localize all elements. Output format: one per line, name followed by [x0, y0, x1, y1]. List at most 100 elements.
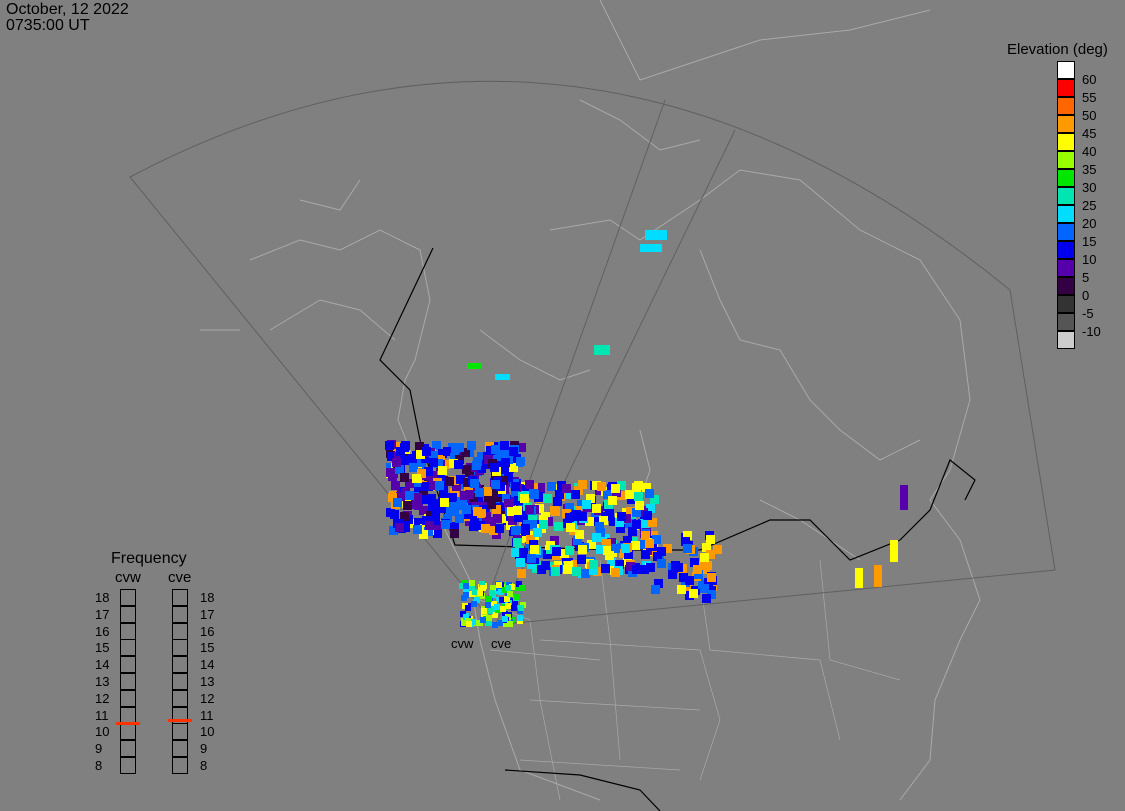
echo-cell [469, 580, 475, 586]
echo-cell [641, 531, 650, 540]
echo-cell [503, 621, 509, 627]
echo-cell [500, 606, 506, 612]
echo-cell [626, 507, 635, 516]
frequency-column-label-cvw: cvw [115, 569, 141, 586]
echo-cell [499, 503, 508, 512]
echo-cell [536, 483, 545, 492]
echo-cell [472, 502, 481, 511]
frequency-label: 12 [95, 690, 110, 706]
echo-cell [530, 490, 539, 499]
frequency-label: 16 [95, 623, 110, 639]
echo-cell [514, 594, 520, 600]
frequency-label: 9 [200, 741, 208, 757]
echo-cell [525, 480, 534, 489]
echo-cell [681, 537, 690, 546]
frequency-cell [120, 622, 136, 640]
colorbar-swatch [1057, 313, 1075, 331]
echo-cell [554, 522, 563, 531]
echo-cell [413, 493, 422, 502]
echo-cell [607, 558, 616, 567]
echo-cell [565, 490, 574, 499]
echo-cell [498, 620, 504, 626]
colorbar-label: 55 [1082, 90, 1097, 105]
frequency-cell [172, 639, 188, 657]
echo-cell [443, 514, 452, 523]
echo-cell [385, 441, 394, 450]
echo-cell [434, 459, 443, 468]
echo-cell [509, 447, 518, 456]
frequency-label: 12 [200, 690, 215, 706]
echo-cell [511, 548, 520, 557]
echo-cell [611, 568, 620, 577]
echo-cell [594, 345, 610, 355]
colorbar-swatch [1057, 187, 1075, 205]
colorbar-label: -5 [1082, 306, 1094, 321]
echo-cell [520, 509, 529, 518]
frequency-label: 8 [200, 758, 208, 773]
echo-cell [462, 505, 471, 514]
colorbar-swatch [1057, 79, 1075, 97]
echo-cell [623, 536, 632, 545]
echo-cell [517, 569, 526, 578]
echo-cell [490, 463, 499, 472]
colorbar-label: -10 [1082, 324, 1101, 339]
echo-cell [706, 550, 715, 559]
station-label-cvw: cvw [451, 636, 474, 651]
echo-cell [422, 447, 431, 456]
colorbar-label: 45 [1082, 126, 1097, 141]
echo-cell [689, 589, 698, 598]
echo-cell [463, 592, 469, 598]
echo-cell [602, 539, 611, 548]
echo-cell [450, 522, 459, 531]
echo-cell [463, 583, 469, 589]
echo-cell [707, 573, 716, 582]
echo-cell [900, 485, 908, 510]
colorbar-label: 50 [1082, 108, 1097, 123]
frequency-cell [120, 689, 136, 707]
echo-cell [570, 512, 579, 521]
echo-cell [504, 473, 513, 482]
echo-cell [464, 510, 473, 519]
echo-cell [657, 547, 666, 556]
echo-cell [492, 622, 498, 628]
echo-cell [485, 620, 491, 626]
echo-cell [414, 518, 423, 527]
echo-cell [400, 456, 409, 465]
echo-cell [631, 541, 640, 550]
echo-cell [465, 517, 474, 526]
echo-cell [422, 516, 431, 525]
echo-cell [713, 545, 722, 554]
frequency-cell [172, 706, 188, 724]
echo-cell [470, 479, 479, 488]
echo-cell [511, 482, 520, 491]
echo-cell [645, 230, 667, 240]
echo-cell [657, 559, 666, 568]
echo-cell [539, 515, 548, 524]
echo-cell [499, 597, 505, 603]
echo-cell [526, 535, 535, 544]
echo-cell [419, 506, 428, 515]
echo-cell [654, 579, 663, 588]
echo-cell [535, 504, 544, 513]
echo-cell [389, 526, 398, 535]
echo-cell [529, 540, 538, 549]
echo-cell [565, 546, 574, 555]
echo-cell [639, 540, 648, 549]
echo-cell [395, 465, 404, 474]
echo-cell [516, 581, 522, 587]
echo-cell [469, 584, 475, 590]
echo-cell [587, 540, 596, 549]
echo-cell [605, 551, 614, 560]
colorbar-swatch [1057, 133, 1075, 151]
frequency-cell [120, 589, 136, 606]
echo-cell [693, 565, 702, 574]
echo-cell [521, 524, 530, 533]
frequency-label: 16 [200, 623, 215, 639]
frequency-cell [120, 673, 136, 690]
colorbar-label: 10 [1082, 252, 1097, 267]
echo-cell [400, 443, 409, 452]
frequency-label: 8 [95, 758, 103, 773]
echo-cell [611, 544, 620, 553]
frequency-cell [172, 757, 188, 774]
frequency-label: 9 [95, 741, 103, 757]
